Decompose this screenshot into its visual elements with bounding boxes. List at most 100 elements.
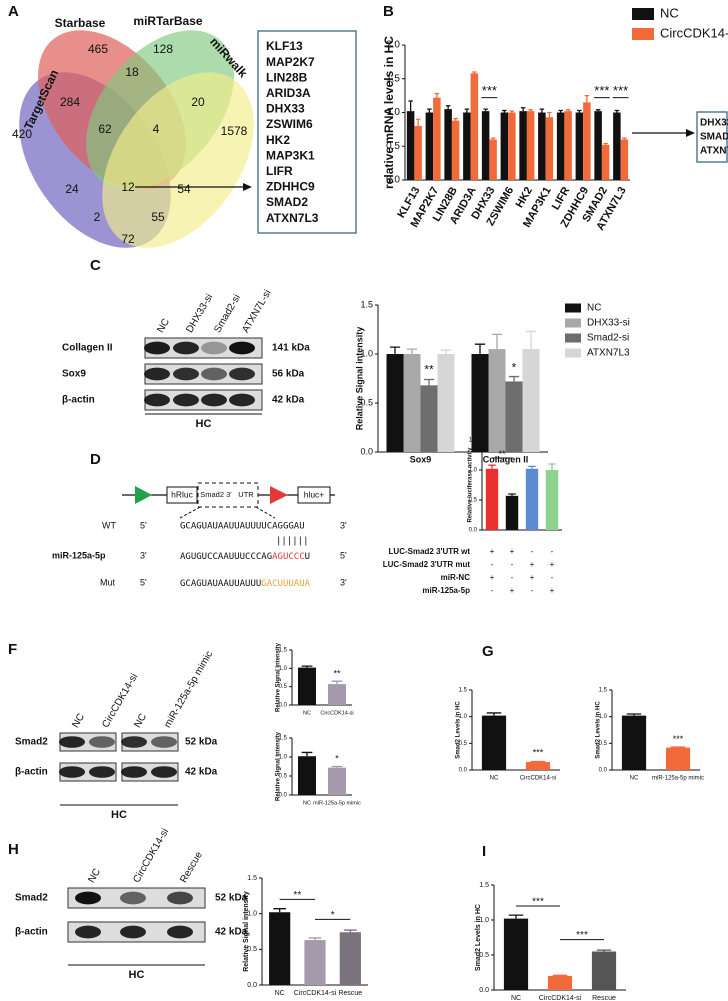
condition-label: miR-NC <box>441 573 471 582</box>
y-tick-label: 0.0 <box>279 703 288 709</box>
bar <box>500 112 509 180</box>
panel-label: D <box>90 451 101 468</box>
venn-count: 1578 <box>221 124 248 138</box>
significance: *** <box>613 83 628 98</box>
bar <box>522 349 540 452</box>
venn-count: 18 <box>125 65 139 79</box>
panel-label: I <box>482 843 486 860</box>
gene: ARID3A <box>266 86 311 100</box>
significance: ** <box>424 362 434 376</box>
error-bar <box>558 109 563 113</box>
sequence-part: AGUCCC <box>272 552 305 562</box>
bar <box>433 97 441 180</box>
blot-band <box>229 367 255 381</box>
condition-label: LUC-Smad2 3'UTR mut <box>383 560 471 569</box>
error-bar <box>614 109 620 113</box>
venn-count: 2 <box>94 210 101 224</box>
error-bar <box>301 751 313 757</box>
blot-band <box>167 925 193 939</box>
y-tick-label: 0.5 <box>459 741 468 747</box>
error-bar <box>474 343 486 354</box>
blot-band <box>59 766 85 778</box>
legend-label: ATXN7L3 <box>587 348 630 359</box>
blot-row-label: Smad2 <box>15 737 48 748</box>
significance: *** <box>482 83 497 98</box>
x-tick-label: Rescue <box>592 995 616 1001</box>
y-tick-label: 1.0 <box>479 917 489 924</box>
error-bar <box>483 108 488 112</box>
legend-swatch <box>632 8 654 20</box>
legend-swatch <box>565 318 581 328</box>
x-tick-label: CircCDK14-si <box>320 710 353 716</box>
construct-label: hRluc <box>171 489 193 499</box>
sequence: AGUGUCCAAUUUCCCAGAGUCCCU <box>180 552 310 562</box>
condition-label: miR-125a-5p <box>422 586 470 595</box>
blot-size: 42 kDa <box>272 395 305 406</box>
error-bar <box>502 109 507 113</box>
sequence-part: GCAGUAUAAUUAUUU <box>180 579 261 589</box>
bar <box>298 667 316 705</box>
sequence-name: WT <box>102 520 116 530</box>
bar <box>538 112 546 180</box>
error-bar <box>539 108 545 113</box>
bar <box>406 111 415 180</box>
y-axis-label: Relative Signal intensity <box>354 327 364 431</box>
zoom-line <box>179 506 201 519</box>
significance: *** <box>533 747 544 757</box>
venn-count: 72 <box>121 232 135 246</box>
sequence-end: 5' <box>340 550 347 560</box>
error-bar <box>520 107 526 112</box>
y-tick-label: 1.5 <box>599 688 608 694</box>
terminator <box>270 486 288 504</box>
bar <box>564 111 572 180</box>
bar <box>339 932 361 985</box>
venn-set <box>102 72 254 248</box>
lane-label: NC <box>132 712 149 730</box>
gene-box <box>257 30 357 234</box>
legend-swatch <box>565 333 581 343</box>
error-bar <box>389 346 401 354</box>
group-label: HC <box>196 418 212 430</box>
error-bar <box>408 100 413 112</box>
y-tick-label: 0.5 <box>599 741 608 747</box>
error-bar <box>595 109 601 112</box>
error-bar <box>508 493 516 496</box>
blot-band <box>144 367 170 381</box>
condition-sign: - <box>511 560 514 569</box>
error-bar <box>565 109 571 112</box>
group-label: HC <box>111 809 127 821</box>
bar <box>488 349 506 452</box>
x-tick-label: NC <box>490 776 499 782</box>
x-tick-label: NC <box>511 995 521 1001</box>
x-tick-label: miR-125a-5p mimic <box>313 800 361 806</box>
bar <box>485 468 499 530</box>
significance: * <box>335 753 339 763</box>
bar <box>471 354 489 452</box>
x-tick-label: NC <box>275 990 285 997</box>
gene: MAP2K7 <box>266 55 315 69</box>
gene: LIFR <box>266 164 293 178</box>
bar <box>594 111 602 180</box>
y-tick-label: 0.0 <box>279 793 288 799</box>
blot-band <box>144 341 170 355</box>
bar <box>583 102 591 180</box>
zoom-line <box>255 506 276 519</box>
gene: ZSWIM6 <box>266 117 313 131</box>
bar <box>547 976 573 990</box>
bar <box>620 139 629 180</box>
bar <box>444 109 452 180</box>
bar <box>601 144 610 180</box>
y-tick-label: 1.5 <box>279 648 288 654</box>
legend-label: Smad2-si <box>587 333 629 344</box>
condition-sign: + <box>530 573 535 582</box>
bar <box>556 112 565 180</box>
error-bar <box>509 110 515 113</box>
bar <box>269 912 291 985</box>
y-tick-label: 1.0 <box>360 348 373 358</box>
bar <box>420 385 438 452</box>
condition-sign: - <box>511 573 514 582</box>
y-tick-label: 2.0 <box>386 40 400 51</box>
blot-band <box>201 341 227 355</box>
y-tick-label: 1.5 <box>469 438 478 444</box>
bar <box>481 111 490 180</box>
